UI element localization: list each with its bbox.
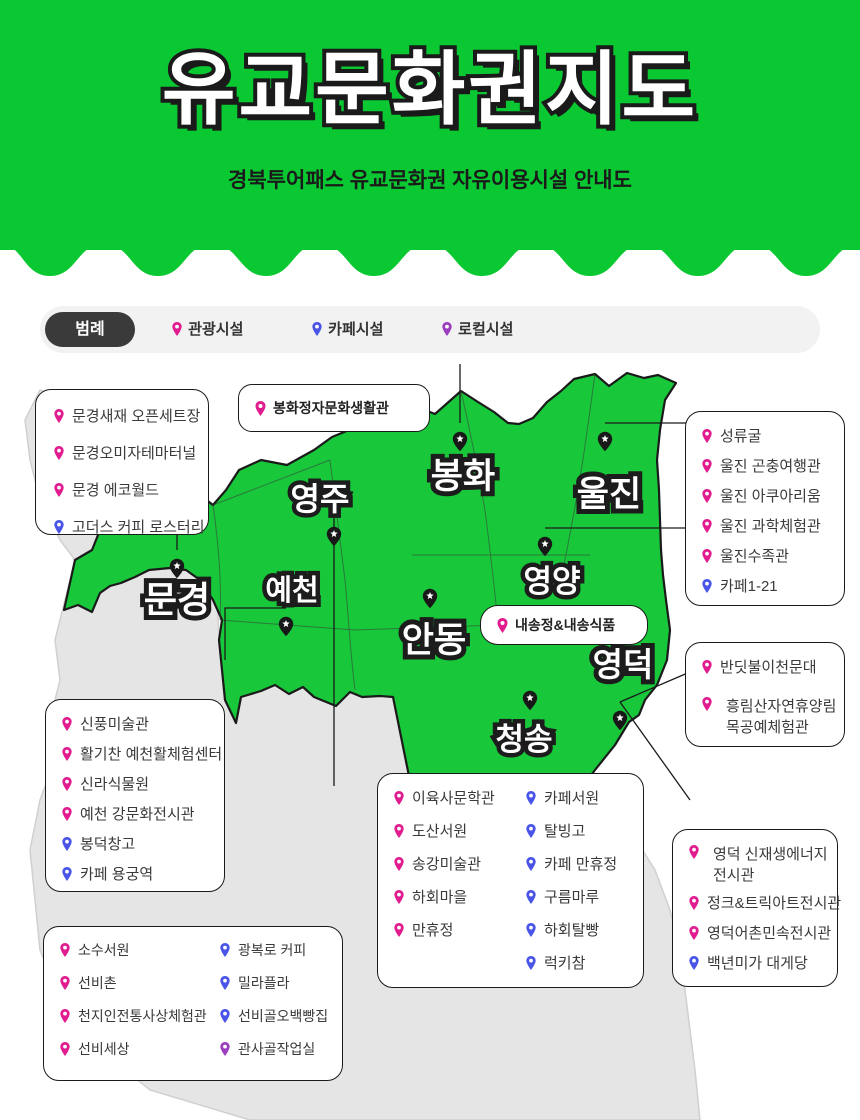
svg-text:안동: 안동	[402, 621, 466, 660]
svg-text:봉화: 봉화	[431, 457, 495, 496]
svg-text:영양: 영양	[523, 564, 580, 599]
svg-text:예천: 예천	[265, 574, 318, 607]
svg-text:영덕: 영덕	[593, 646, 654, 683]
svg-text:울진: 울진	[577, 475, 641, 514]
svg-text:청송: 청송	[495, 722, 552, 757]
svg-text:문경: 문경	[144, 579, 210, 620]
svg-text:영주: 영주	[291, 481, 350, 517]
